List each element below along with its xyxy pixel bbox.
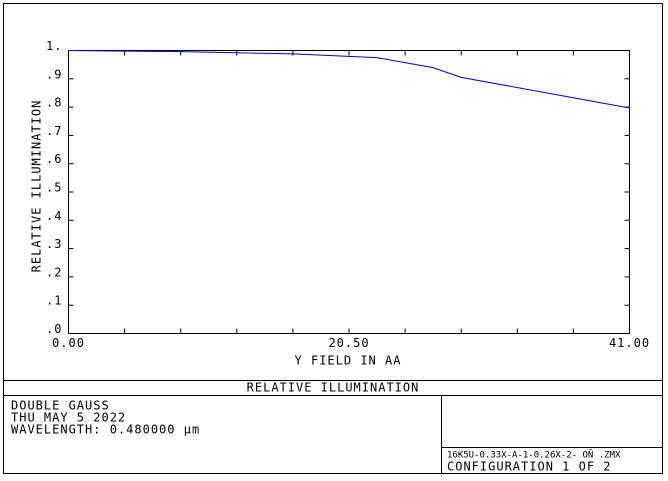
configuration: CONFIGURATION 1 OF 2 — [447, 460, 612, 474]
x-axis-label: Y FIELD IN AA — [295, 354, 402, 368]
y-tick-label: .2 — [46, 265, 62, 279]
y-axis-label: RELATIVE ILLUMINATION — [30, 100, 44, 273]
date: THU MAY 5 2022 — [11, 411, 126, 425]
data-line — [68, 50, 630, 109]
x-tick-label: 0.00 — [52, 336, 85, 350]
lens-name: DOUBLE GAUSS — [11, 399, 110, 413]
y-tick-label: .7 — [46, 124, 62, 138]
y-tick-label: 1. — [46, 39, 62, 53]
y-tick-label: .1 — [46, 294, 62, 308]
y-tick-label: .3 — [46, 237, 62, 251]
outer-frame — [3, 3, 663, 474]
file-name: 16K5U-0.33X-A-1-0.26X-2- OÑ .ZMX — [447, 450, 621, 461]
chart-title: RELATIVE ILLUMINATION — [247, 381, 420, 395]
y-tick-label: .0 — [46, 322, 62, 336]
y-tick-label: .5 — [46, 181, 62, 195]
x-tick-label: 41.00 — [609, 336, 650, 350]
y-tick-label: .4 — [46, 209, 62, 223]
x-tick-label: 20.50 — [328, 336, 369, 350]
wavelength: WAVELENGTH: 0.480000 µm — [11, 423, 200, 437]
y-tick-label: .6 — [46, 152, 62, 166]
y-tick-label: .8 — [46, 96, 62, 110]
y-tick-label: .9 — [46, 67, 62, 81]
